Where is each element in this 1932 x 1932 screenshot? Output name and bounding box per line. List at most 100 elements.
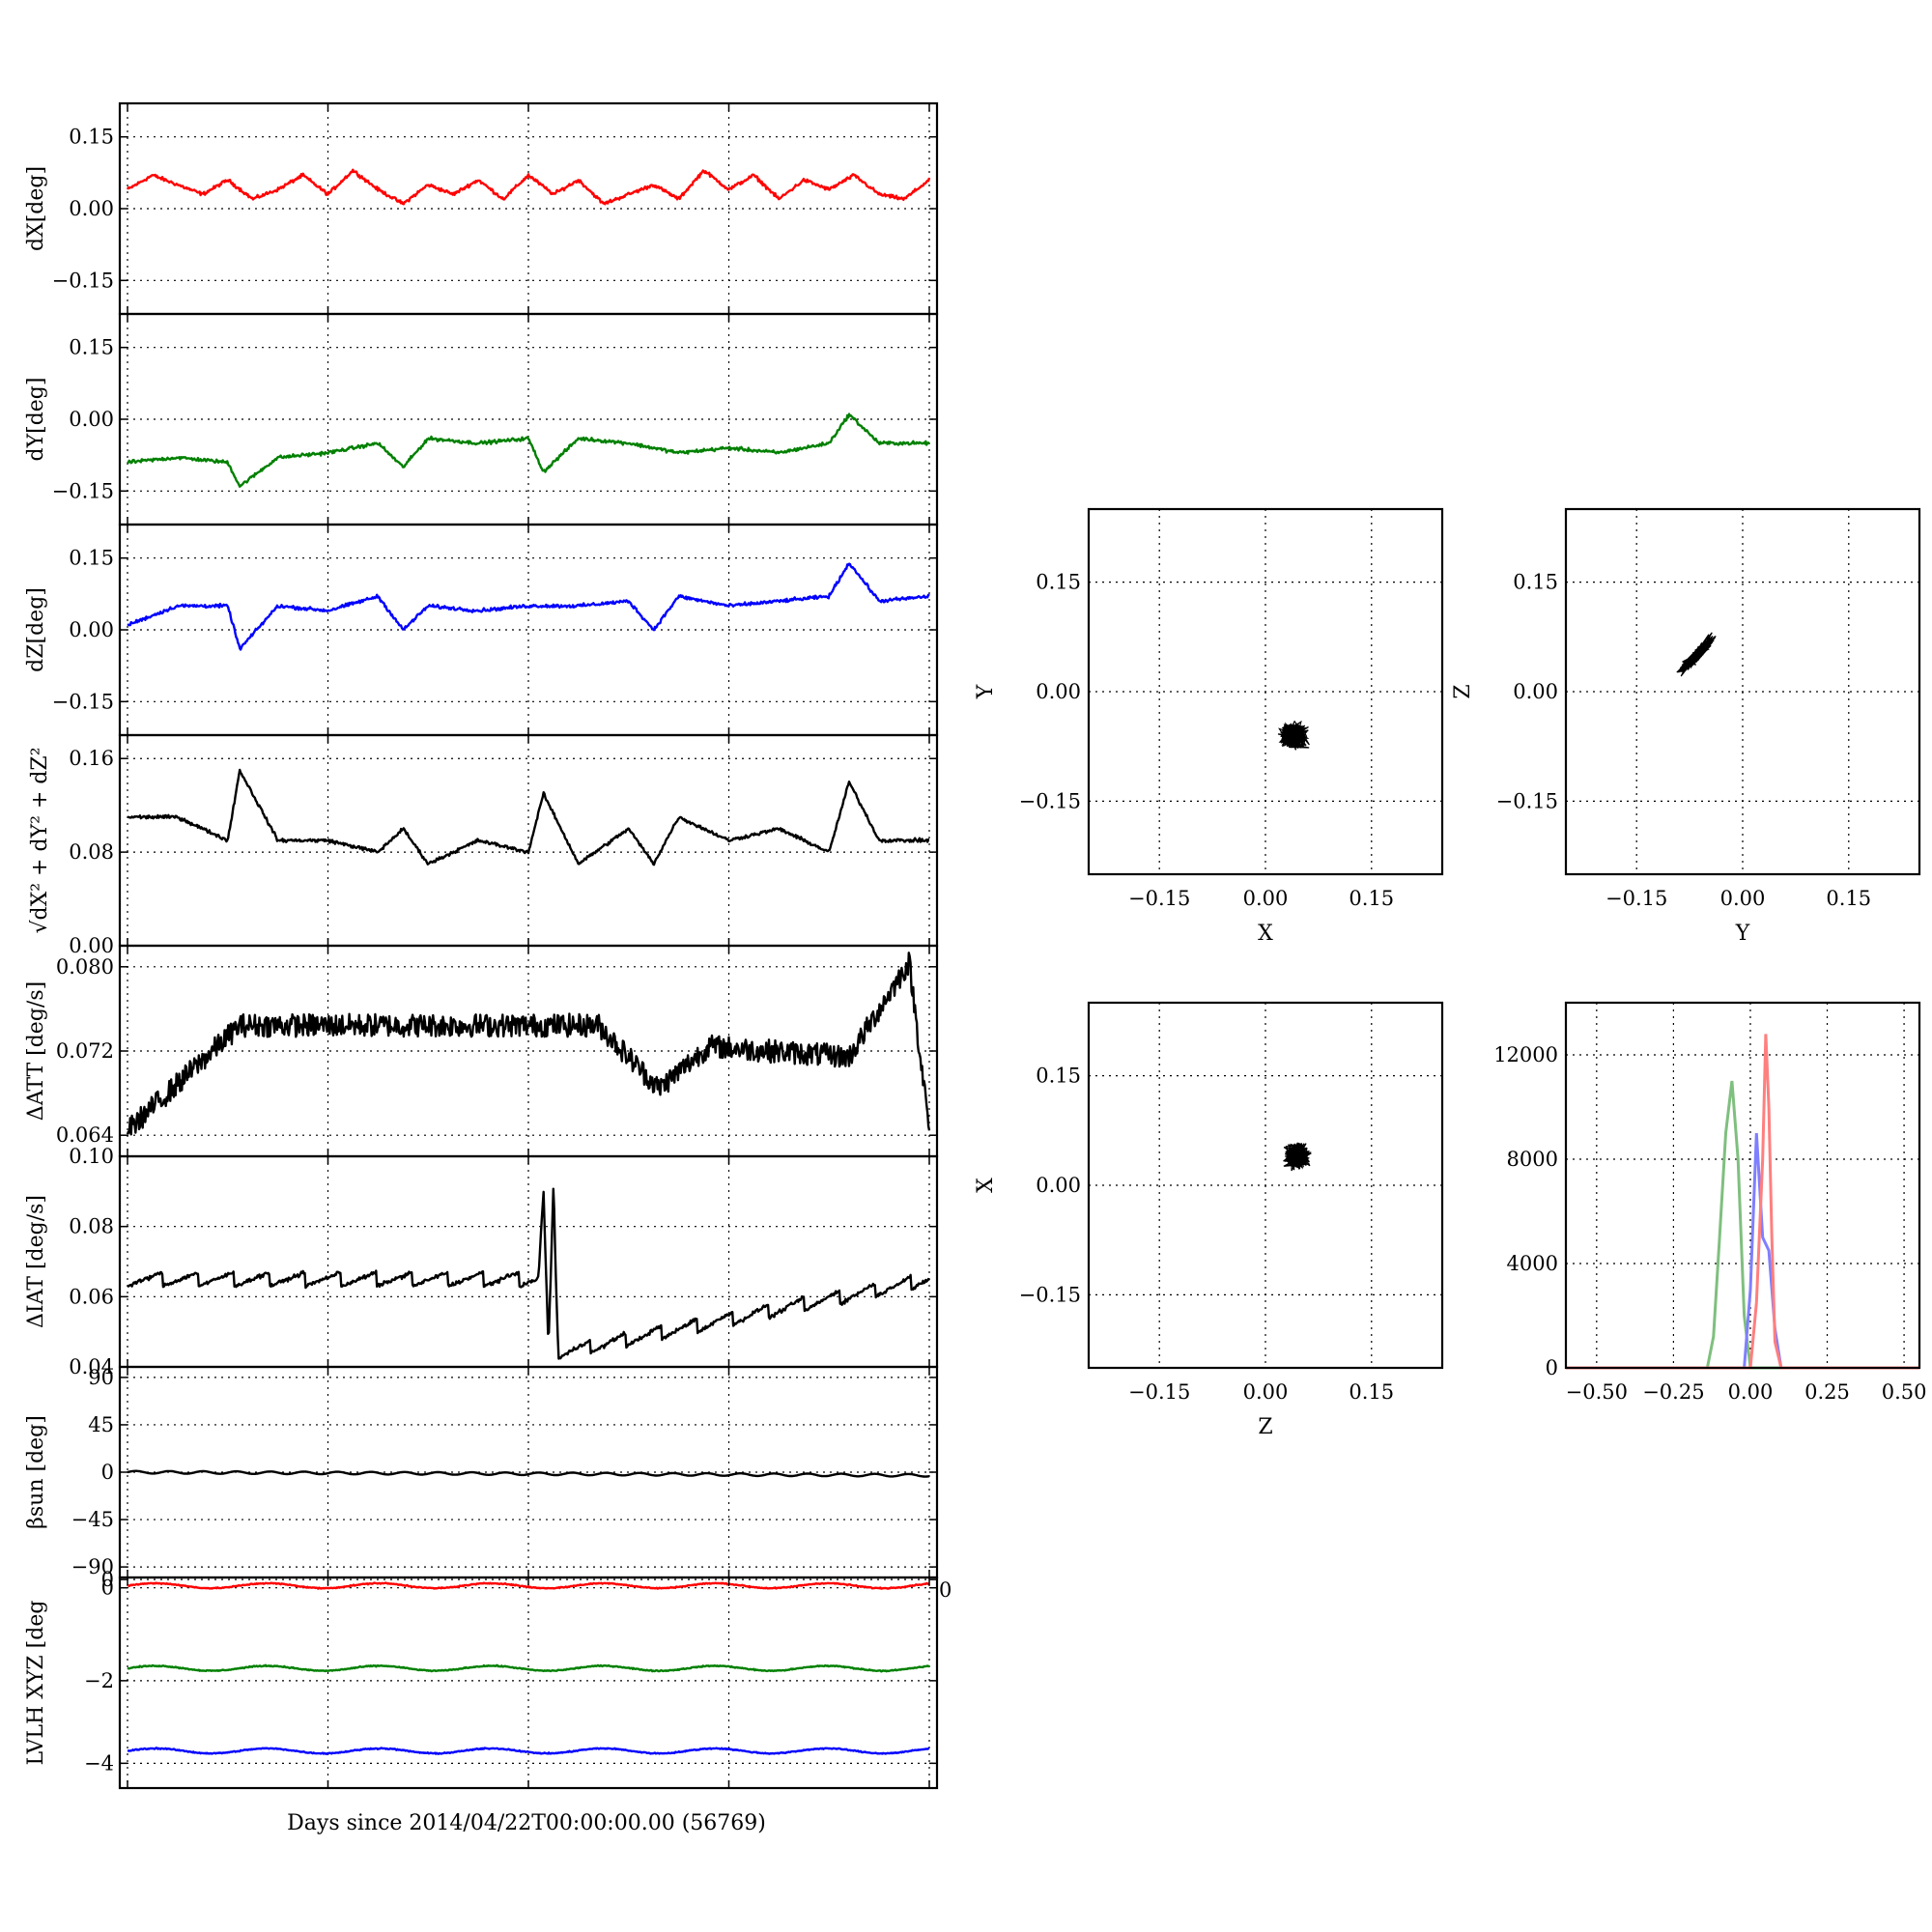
frame-norm xyxy=(118,733,939,948)
ytick-label-YZ: 0.15 xyxy=(1513,571,1558,594)
ytick-label-dZ: 0.15 xyxy=(69,547,114,570)
ytick-label-datt: 0.080 xyxy=(56,955,114,979)
ytick-label-lvlh: −4 xyxy=(84,1751,114,1775)
ytick-label-norm: 0.08 xyxy=(69,840,114,864)
ytick-label-ZX: 0.15 xyxy=(1036,1065,1081,1088)
xlabel-ZX: Z xyxy=(1258,1415,1272,1439)
panel-beta xyxy=(118,1365,939,1579)
ytick-label-YZ: −0.15 xyxy=(1496,789,1558,812)
ytick-label-dY: 0.15 xyxy=(69,336,114,359)
ytick-label-datt: 0.064 xyxy=(56,1123,114,1147)
ytick-label-lvlh: 0 xyxy=(101,1577,114,1600)
ylabel-ZX: X xyxy=(974,1178,998,1193)
frame-ZX xyxy=(1087,1001,1444,1370)
xtick-label-hist: 0.00 xyxy=(1728,1380,1774,1404)
xtick-label-YZ: 0.00 xyxy=(1720,887,1766,910)
hist-series-hist_green xyxy=(1566,1080,1919,1370)
scatter-points-YZ xyxy=(1676,632,1717,677)
ytick-label-hist: 4000 xyxy=(1507,1252,1558,1275)
ylabel-beta: βsun [deg] xyxy=(24,1415,48,1529)
ylabel-XY: Y xyxy=(974,684,998,699)
ytick-label-diat: 0.08 xyxy=(69,1215,114,1238)
ytick-label-diat: 0.06 xyxy=(69,1285,114,1308)
panel-norm xyxy=(118,733,939,948)
panel-scatter-XY xyxy=(1087,507,1444,876)
ytick-label-XY: 0.15 xyxy=(1036,571,1081,594)
xtick-label-hist: 0.50 xyxy=(1882,1380,1927,1404)
scatter-points-XY xyxy=(1277,720,1310,751)
x-axis-label: Days since 2014/04/22T00:00:00.00 (56769… xyxy=(287,1811,766,1835)
ytick-label-norm: 0.00 xyxy=(69,934,114,957)
ytick-label-dZ: 0.00 xyxy=(69,618,114,641)
ytick-label-beta: 90 xyxy=(88,1366,114,1389)
frame-XY xyxy=(1087,507,1444,876)
frame-lvlh xyxy=(118,1576,939,1790)
ytick-label-dY: 0.00 xyxy=(69,408,114,431)
panel-lvlh xyxy=(118,1576,939,1790)
ylabel-dZ: dZ[deg] xyxy=(24,587,48,672)
right-tick-lvlh: 0 xyxy=(939,1578,952,1602)
ytick-label-beta: −90 xyxy=(71,1555,114,1578)
ytick-label-YZ: 0.00 xyxy=(1513,680,1558,703)
panel-dX xyxy=(118,101,939,316)
series-dY-green xyxy=(127,412,930,488)
series-datt-black xyxy=(126,952,931,1136)
xtick-label-hist: −0.50 xyxy=(1566,1380,1628,1404)
ytick-label-ZX: 0.00 xyxy=(1036,1174,1081,1197)
ytick-label-dX: 0.15 xyxy=(69,126,114,149)
ylabel-dY: dY[deg] xyxy=(24,378,48,462)
ytick-label-diat: 0.10 xyxy=(69,1145,114,1168)
frame-hist xyxy=(1564,1001,1921,1370)
ytick-label-dX: 0.00 xyxy=(69,197,114,220)
xtick-label-YZ: −0.15 xyxy=(1605,887,1667,910)
ytick-label-XY: 0.00 xyxy=(1036,680,1081,703)
panel-diat xyxy=(118,1154,939,1369)
ytick-label-beta: −45 xyxy=(71,1508,114,1531)
ylabel-norm: √dX² + dY² + dZ² xyxy=(28,747,52,933)
panel-datt xyxy=(118,944,939,1158)
xtick-label-hist: 0.25 xyxy=(1804,1380,1850,1404)
ylabel-lvlh: LVLH XYZ [deg xyxy=(24,1601,48,1766)
ylabel-YZ: Z xyxy=(1451,684,1475,698)
ytick-label-hist: 8000 xyxy=(1507,1148,1558,1171)
xtick-label-ZX: 0.15 xyxy=(1349,1380,1394,1404)
series-beta-black xyxy=(127,1469,930,1478)
scatter-points-ZX xyxy=(1283,1142,1313,1172)
series-lvlh-red xyxy=(127,1581,930,1590)
xlabel-XY: X xyxy=(1258,922,1273,946)
ytick-label-lvlh: 0 xyxy=(101,1568,114,1591)
ylabel-diat: ΔIAT [deg/s] xyxy=(24,1195,48,1328)
xtick-label-hist: −0.25 xyxy=(1642,1380,1704,1404)
ytick-label-beta: 0 xyxy=(101,1461,114,1484)
ytick-label-beta: 45 xyxy=(88,1413,114,1436)
ytick-label-dZ: −0.15 xyxy=(52,690,114,713)
ytick-label-datt: 0.072 xyxy=(56,1039,114,1063)
ylabel-dX: dX[deg] xyxy=(24,166,48,251)
ytick-label-ZX: −0.15 xyxy=(1019,1283,1081,1306)
series-dZ-blue xyxy=(127,562,930,651)
frame-diat xyxy=(118,1154,939,1369)
series-diat-black xyxy=(127,1187,931,1360)
xlabel-YZ: Y xyxy=(1735,922,1750,946)
xtick-label-YZ: 0.15 xyxy=(1826,887,1871,910)
ylabel-datt: ΔATT [deg/s] xyxy=(24,981,48,1121)
xtick-label-XY: 0.00 xyxy=(1243,887,1289,910)
ytick-label-XY: −0.15 xyxy=(1019,789,1081,812)
series-norm-black xyxy=(127,768,930,867)
xtick-label-ZX: −0.15 xyxy=(1128,1380,1190,1404)
frame-YZ xyxy=(1564,507,1921,876)
panel-hist xyxy=(1564,1001,1921,1370)
ytick-label-hist: 0 xyxy=(1546,1356,1558,1379)
ytick-label-dY: −0.15 xyxy=(52,479,114,502)
panel-scatter-ZX xyxy=(1087,1001,1444,1370)
ytick-label-diat: 0.04 xyxy=(69,1355,114,1378)
xtick-label-XY: 0.15 xyxy=(1349,887,1394,910)
xtick-label-ZX: 0.00 xyxy=(1243,1380,1289,1404)
panels: 0.150.00−0.15dX[deg]0.150.00−0.15dY[deg]… xyxy=(24,101,1927,1790)
series-lvlh-blue xyxy=(127,1747,930,1756)
ytick-label-lvlh: −2 xyxy=(84,1669,114,1692)
ytick-label-hist: 12000 xyxy=(1493,1043,1558,1066)
xtick-label-XY: −0.15 xyxy=(1128,887,1190,910)
panel-dY xyxy=(118,312,939,526)
